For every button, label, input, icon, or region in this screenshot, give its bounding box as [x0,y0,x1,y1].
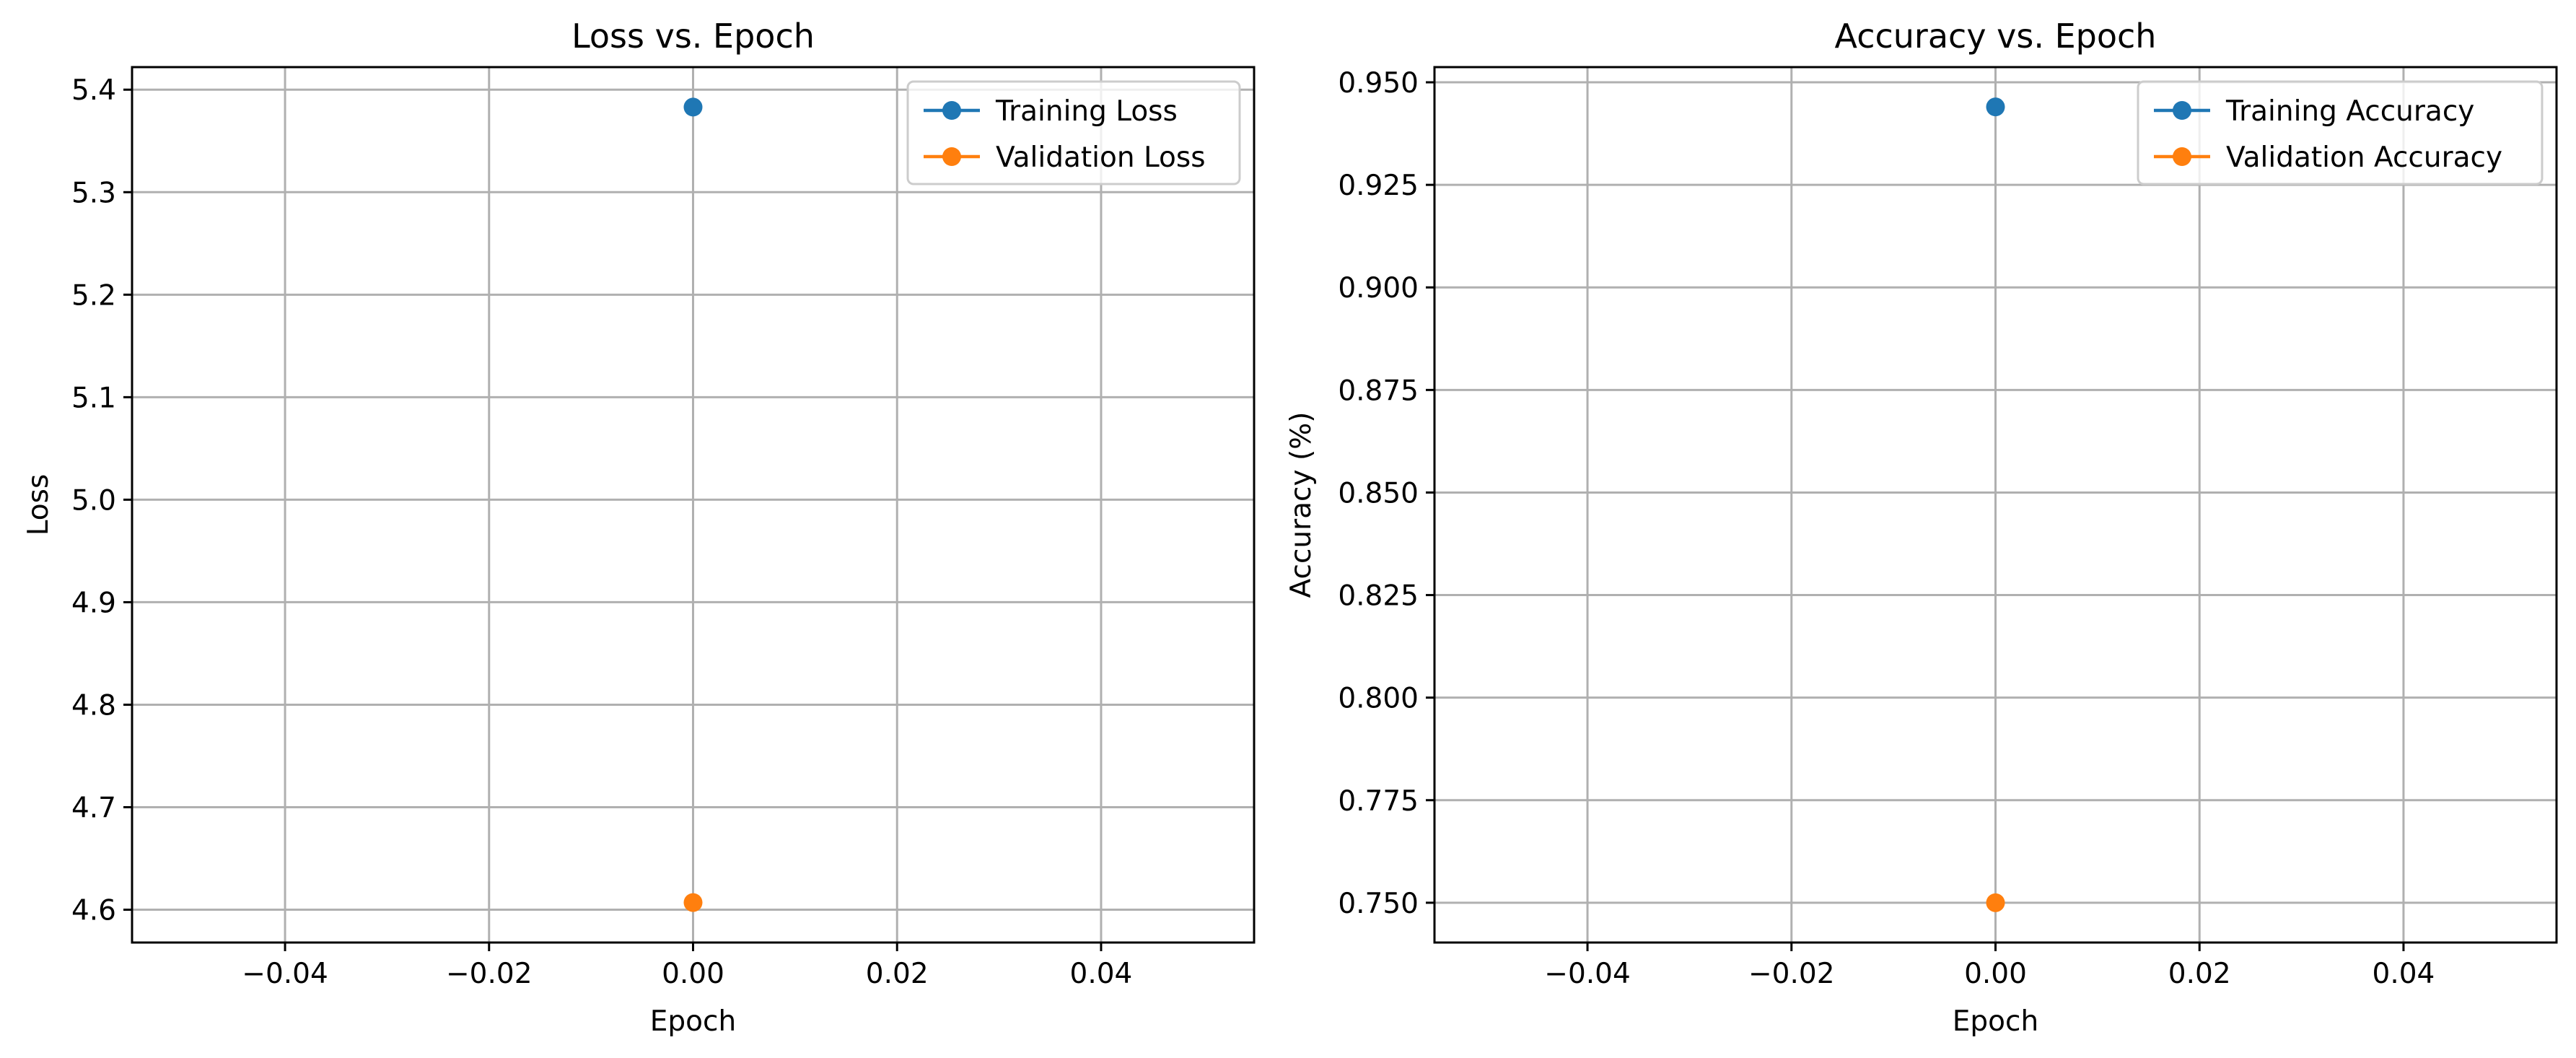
x-tick-label: 0.02 [2168,958,2231,990]
y-tick-label: 5.3 [71,177,116,209]
legend-label: Training Loss [995,95,1178,128]
x-tick-label: −0.02 [1748,958,1835,990]
y-tick-label: 0.875 [1338,375,1419,407]
x-tick-label: 0.04 [1070,958,1133,990]
chart-title: Loss vs. Epoch [571,17,815,56]
legend: Training Loss Validation Loss [906,80,1241,185]
chart-panels: −0.04 −0.02 0.00 0.02 0.04 4.6 4.7 4.8 4.9 5.0 5.1… [22,17,2558,1038]
legend-box [906,80,1241,185]
y-tick-label: 5.1 [71,382,116,414]
x-axis-label: Epoch [650,1005,736,1038]
legend-box [2137,80,2544,185]
axes-frame [131,66,1256,944]
x-tick-label: −0.02 [446,958,533,990]
legend-marker-swatch [2173,147,2191,166]
y-tick-label: 4.7 [71,792,116,825]
y-tick-label: 0.775 [1338,785,1419,818]
x-tick-label: 0.04 [2373,958,2435,990]
x-tick-label: 0.00 [1964,958,2027,990]
data-point-validation [1986,893,2005,912]
x-tick-label: −0.04 [1544,958,1631,990]
legend-marker-swatch [942,147,961,166]
y-tick-label: 4.9 [71,587,116,619]
x-tick-label: −0.04 [242,958,328,990]
y-tick-label: 5.4 [71,74,116,107]
legend-marker-swatch [2173,101,2191,120]
data-point-training [683,97,703,117]
y-tick-label: 0.850 [1338,477,1419,510]
y-axis-label: Accuracy (%) [1285,412,1318,598]
y-tick-label: 0.750 [1338,888,1419,920]
x-tick-label: 0.00 [662,958,724,990]
legend-marker-swatch [942,101,961,120]
y-tick-label: 0.925 [1338,170,1419,202]
y-tick-label: 0.950 [1338,67,1419,100]
data-point-training [1986,97,2005,117]
y-tick-label: 0.900 [1338,272,1419,305]
y-tick-label: 5.0 [71,484,116,517]
chart-title: Accuracy vs. Epoch [1835,17,2157,56]
x-tick-label: 0.02 [866,958,929,990]
y-tick-label: 4.6 [71,895,116,927]
y-tick-label: 0.825 [1338,580,1419,613]
y-tick-label: 5.2 [71,279,116,312]
data-point-validation [683,893,703,912]
chart-panel-2: −0.04 −0.02 0.00 0.02 0.04 0.750 0.775 0.800 0.8… [1285,17,2558,1038]
y-axis-label: Loss [22,474,55,536]
legend-label: Training Accuracy [2225,95,2474,128]
x-axis-label: Epoch [1953,1005,2038,1038]
legend: Training Accuracy Validation Accuracy [2137,80,2544,185]
axes-frame [1433,66,2558,944]
chart-panel-1: −0.04 −0.02 0.00 0.02 0.04 4.6 4.7 4.8 4.9 5.0 5.1… [22,17,1256,1038]
y-tick-label: 4.8 [71,689,116,722]
legend-label: Validation Loss [996,141,1206,174]
y-tick-label: 0.800 [1338,683,1419,715]
legend-label: Validation Accuracy [2226,141,2502,174]
